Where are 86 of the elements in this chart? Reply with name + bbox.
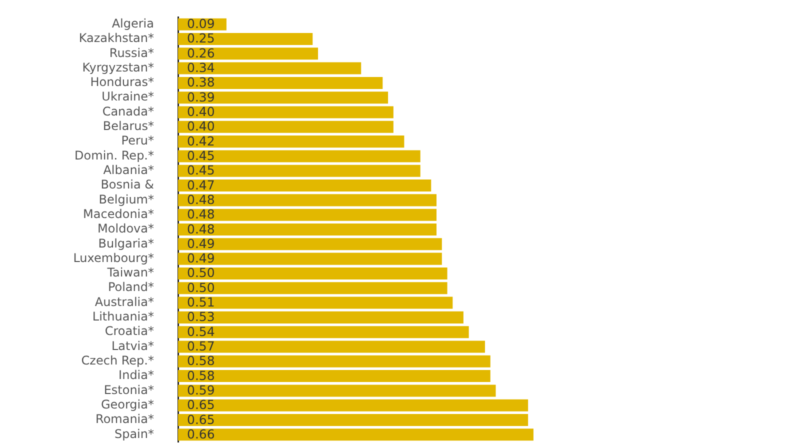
y-tick-label: Canada* (102, 104, 154, 118)
bar (178, 311, 464, 324)
bar (178, 150, 420, 162)
bar (178, 62, 362, 74)
y-tick-label: Spain* (114, 426, 154, 441)
data-label: 0.51 (187, 294, 215, 310)
bar (178, 238, 442, 250)
data-label: 0.53 (187, 309, 215, 324)
y-tick-label: Latvia* (111, 338, 154, 353)
y-tick-label: Czech Rep.* (81, 354, 154, 368)
y-tick-label: Georgia* (100, 397, 154, 412)
y-tick-label: Moldova* (98, 222, 154, 236)
data-label: 0.48 (187, 206, 215, 222)
y-tick-label: Honduras* (90, 75, 154, 90)
bar (178, 92, 388, 104)
y-tick-label: Kyrgyzstan* (82, 60, 154, 74)
data-label: 0.38 (187, 74, 215, 90)
bar (178, 399, 528, 412)
y-tick-label: Peru* (121, 134, 154, 148)
bar (178, 120, 394, 133)
bar (178, 384, 496, 397)
data-label: 0.50 (187, 280, 215, 295)
bar (178, 370, 490, 382)
bar (178, 428, 534, 441)
y-tick-label: Belgium* (98, 192, 154, 206)
y-tick-label: Australia* (94, 294, 154, 309)
bar (178, 267, 448, 280)
y-tick-label: Lithuania* (92, 310, 154, 324)
data-label: 0.39 (187, 89, 215, 104)
data-label: 0.58 (187, 368, 215, 383)
data-label: 0.45 (187, 162, 215, 178)
y-tick-label: Taiwan* (106, 266, 154, 280)
data-label: 0.54 (187, 324, 215, 339)
bar (178, 208, 437, 221)
y-tick-label: Bosnia & (100, 178, 154, 192)
data-label: 0.34 (187, 60, 215, 76)
data-label: 0.25 (187, 30, 215, 46)
y-tick-label: Romania* (96, 412, 154, 426)
y-tick-label: Ukraine* (102, 90, 154, 104)
data-label: 0.48 (187, 221, 215, 236)
data-label: 0.40 (187, 118, 215, 134)
data-label: 0.65 (187, 397, 215, 412)
bar (178, 252, 442, 265)
bar (178, 106, 394, 118)
data-label: 0.42 (187, 133, 215, 148)
bar (178, 296, 453, 309)
data-label: 0.45 (187, 148, 215, 163)
data-label: 0.40 (187, 104, 215, 120)
y-tick-label: Estonia* (104, 382, 154, 397)
bar (178, 48, 318, 60)
bar (178, 136, 404, 148)
y-tick-label: India* (118, 368, 154, 382)
bar (178, 282, 448, 294)
y-tick-label: Croatia* (104, 324, 154, 338)
y-tick-label: Luxembourg* (73, 250, 154, 265)
y-tick-label: Macedonia* (83, 206, 154, 221)
y-tick-label: Belarus* (102, 119, 154, 134)
data-label: 0.49 (187, 236, 215, 251)
y-tick-label: Albania* (103, 163, 154, 178)
data-label: 0.48 (187, 192, 215, 207)
data-label: 0.47 (187, 177, 215, 192)
data-label: 0.26 (187, 45, 215, 60)
bar (178, 76, 383, 89)
bar (178, 164, 420, 177)
bar (178, 340, 485, 353)
data-label: 0.58 (187, 353, 215, 368)
y-tick-label: Kazakhstan* (78, 31, 154, 46)
data-label: 0.57 (187, 338, 215, 354)
bar (178, 355, 490, 368)
data-label: 0.65 (187, 412, 215, 427)
y-tick-label: Poland* (108, 280, 154, 294)
data-label: 0.50 (187, 265, 215, 280)
bar (178, 180, 432, 192)
data-label: 0.09 (187, 16, 215, 32)
bar (178, 223, 437, 236)
bar (178, 194, 437, 206)
bar (178, 32, 313, 45)
data-label: 0.66 (187, 426, 215, 442)
data-label: 0.59 (187, 382, 215, 398)
bar (178, 414, 528, 426)
y-tick-label: Russia* (109, 46, 154, 60)
y-tick-label: Domin. Rep.* (74, 148, 154, 162)
y-tick-label: Bulgaria* (98, 236, 154, 250)
data-label: 0.49 (187, 250, 215, 266)
bar (178, 326, 469, 338)
y-tick-label: Algeria (112, 16, 154, 30)
